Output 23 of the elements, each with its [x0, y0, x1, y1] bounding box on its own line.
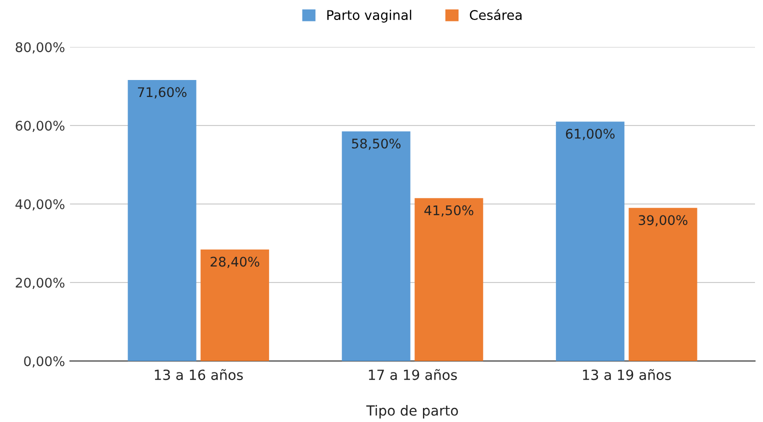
bar	[628, 208, 698, 361]
data-label: 61,00%	[566, 128, 615, 140]
y-tick-label: 40,00%	[15, 199, 64, 211]
bar	[342, 131, 410, 361]
y-tick-label: 0,00%	[24, 356, 64, 368]
y-tick-label: 20,00%	[16, 278, 64, 290]
bar	[128, 80, 196, 361]
data-label: 41,50%	[424, 205, 474, 217]
legend-label: Parto vaginal	[327, 10, 412, 23]
data-label: 58,50%	[352, 138, 401, 150]
data-label: 39,00%	[638, 215, 688, 226]
bar	[556, 122, 624, 361]
x-tick-label: 13 a 19 años	[583, 369, 671, 380]
bar	[414, 198, 484, 361]
y-tick-label: 80,00%	[16, 42, 64, 54]
x-axis-title: Tipo de parto	[366, 404, 458, 418]
legend-label: Cesárea	[470, 9, 522, 20]
data-label: 28,40%	[210, 256, 260, 268]
y-tick-label: 60,00%	[16, 120, 64, 132]
bar	[200, 250, 270, 361]
data-label: 71,60%	[138, 87, 186, 98]
x-tick-label: 17 a 19 años	[368, 369, 457, 380]
x-tick-label: 13 a 16 años	[154, 369, 243, 380]
